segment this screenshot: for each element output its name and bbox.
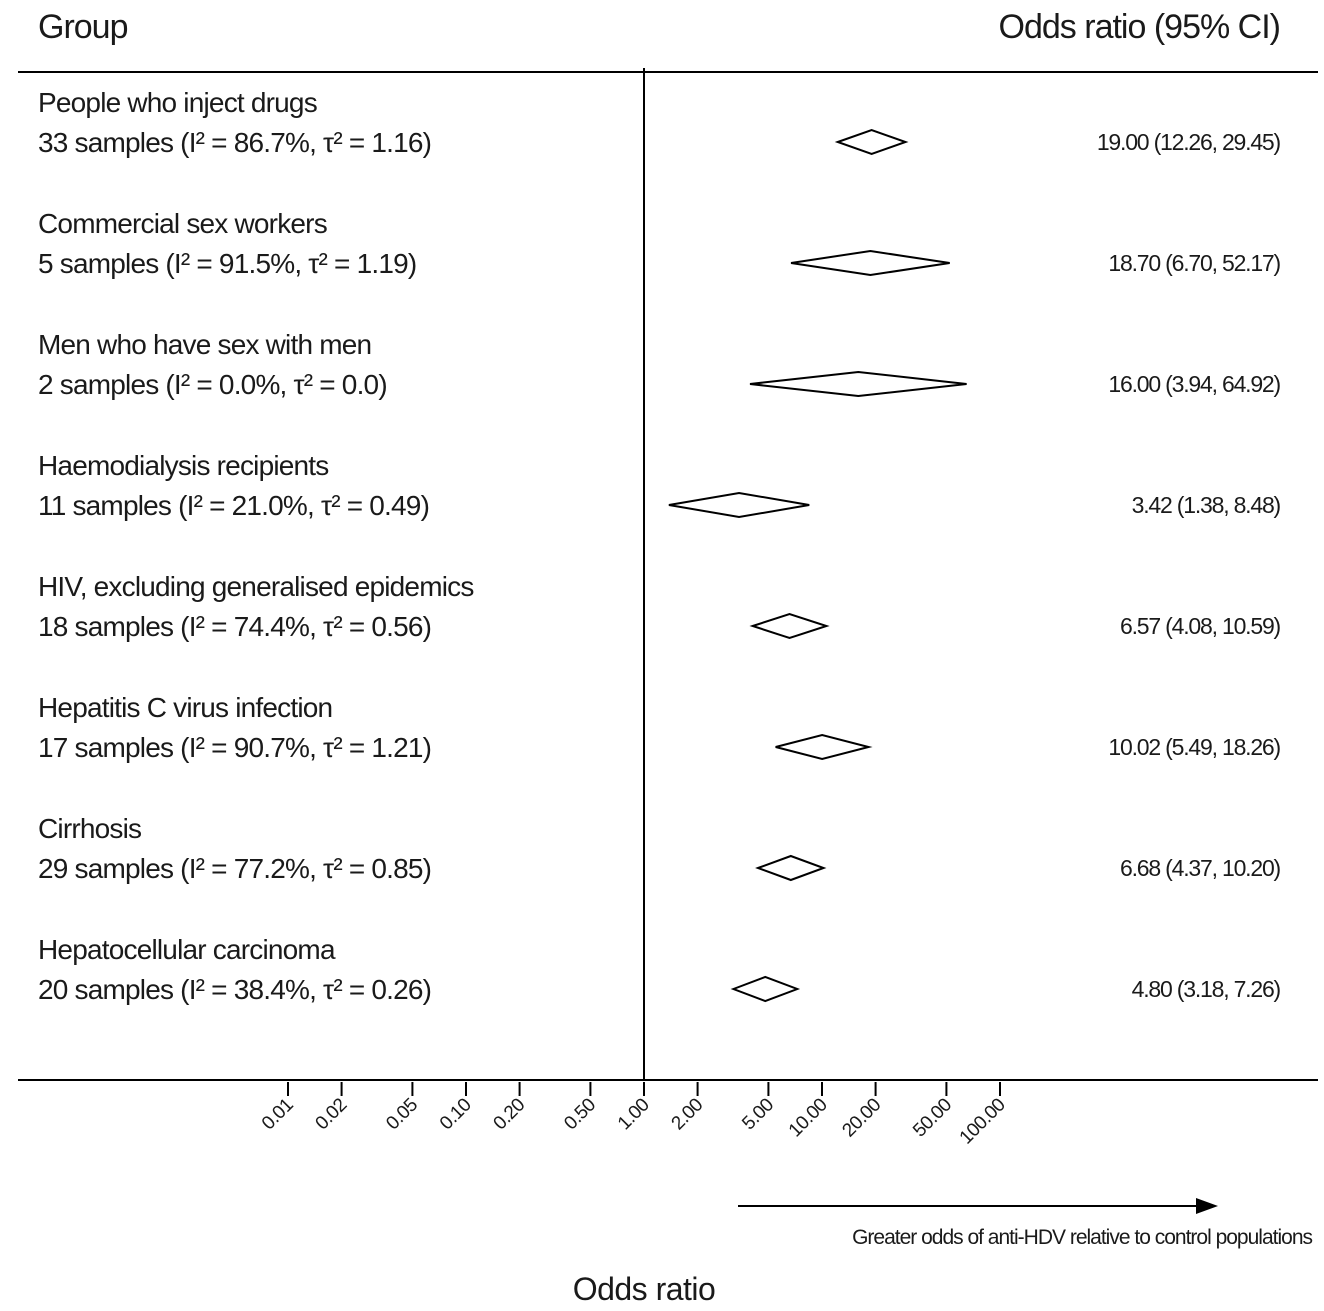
arrow-note: Greater odds of anti-HDV relative to con… <box>852 1226 1312 1249</box>
or-ci-label: 10.02 (5.49, 18.26) <box>1108 734 1280 760</box>
x-tick-label: 5.00 <box>738 1095 778 1135</box>
effect-diamond <box>730 975 801 1003</box>
or-ci-label: 6.57 (4.08, 10.59) <box>1120 613 1281 639</box>
x-tick-label: 0.05 <box>382 1095 422 1135</box>
x-tick-label: 100.00 <box>956 1095 1010 1149</box>
x-tick-label: 1.00 <box>614 1095 654 1135</box>
effect-diamond <box>755 854 827 882</box>
effect-diamond <box>775 733 873 761</box>
or-ci-label: 4.80 (3.18, 7.26) <box>1132 976 1281 1002</box>
x-tick-label: 0.01 <box>258 1095 298 1135</box>
group-name: Commercial sex workers <box>38 208 327 239</box>
group-name: Hepatitis C virus infection <box>38 692 332 723</box>
effect-diamond <box>834 128 909 156</box>
group-name: Cirrhosis <box>38 813 141 844</box>
or-ci-label: 16.00 (3.94, 64.92) <box>1108 371 1280 397</box>
group-detail: 33 samples (I² = 86.7%, τ² = 1.16) <box>38 127 431 158</box>
or-ci-label: 6.68 (4.37, 10.20) <box>1120 855 1281 881</box>
group-name: Haemodialysis recipients <box>38 450 328 481</box>
x-tick-label: 2.00 <box>668 1095 708 1135</box>
or-ci-label: 3.42 (1.38, 8.48) <box>1132 492 1281 518</box>
group-detail: 11 samples (I² = 21.0%, τ² = 0.49) <box>38 490 429 521</box>
header-group: Group <box>38 8 128 46</box>
header-odds-ratio: Odds ratio (95% CI) <box>999 8 1280 46</box>
x-tick-label: 50.00 <box>909 1095 956 1142</box>
arrow-head <box>1196 1198 1218 1214</box>
x-tick-label: 0.20 <box>490 1095 530 1135</box>
x-tick-label: 0.02 <box>312 1095 352 1135</box>
group-detail: 29 samples (I² = 77.2%, τ² = 0.85) <box>38 853 431 884</box>
x-tick-label: 20.00 <box>838 1095 885 1142</box>
x-tick-label: 0.10 <box>436 1095 476 1135</box>
group-name: Men who have sex with men <box>38 329 371 360</box>
group-name: People who inject drugs <box>38 87 317 118</box>
group-detail: 5 samples (I² = 91.5%, τ² = 1.19) <box>38 248 416 279</box>
x-tick-label: 10.00 <box>785 1095 832 1142</box>
group-detail: 17 samples (I² = 90.7%, τ² = 1.21) <box>38 732 431 763</box>
group-detail: 2 samples (I² = 0.0%, τ² = 0.0) <box>38 369 387 400</box>
or-ci-label: 19.00 (12.26, 29.45) <box>1097 129 1281 155</box>
group-name: HIV, excluding generalised epidemics <box>38 571 474 602</box>
x-tick-label: 0.50 <box>560 1095 600 1135</box>
group-detail: 20 samples (I² = 38.4%, τ² = 0.26) <box>38 974 431 1005</box>
effect-diamond <box>790 249 950 277</box>
x-axis-label: Odds ratio <box>573 1271 716 1307</box>
or-ci-label: 18.70 (6.70, 52.17) <box>1108 250 1280 276</box>
effect-diamond <box>749 612 830 640</box>
group-detail: 18 samples (I² = 74.4%, τ² = 0.56) <box>38 611 431 642</box>
effect-diamond <box>749 370 967 398</box>
group-name: Hepatocellular carcinoma <box>38 934 336 965</box>
effect-diamond <box>668 491 810 519</box>
